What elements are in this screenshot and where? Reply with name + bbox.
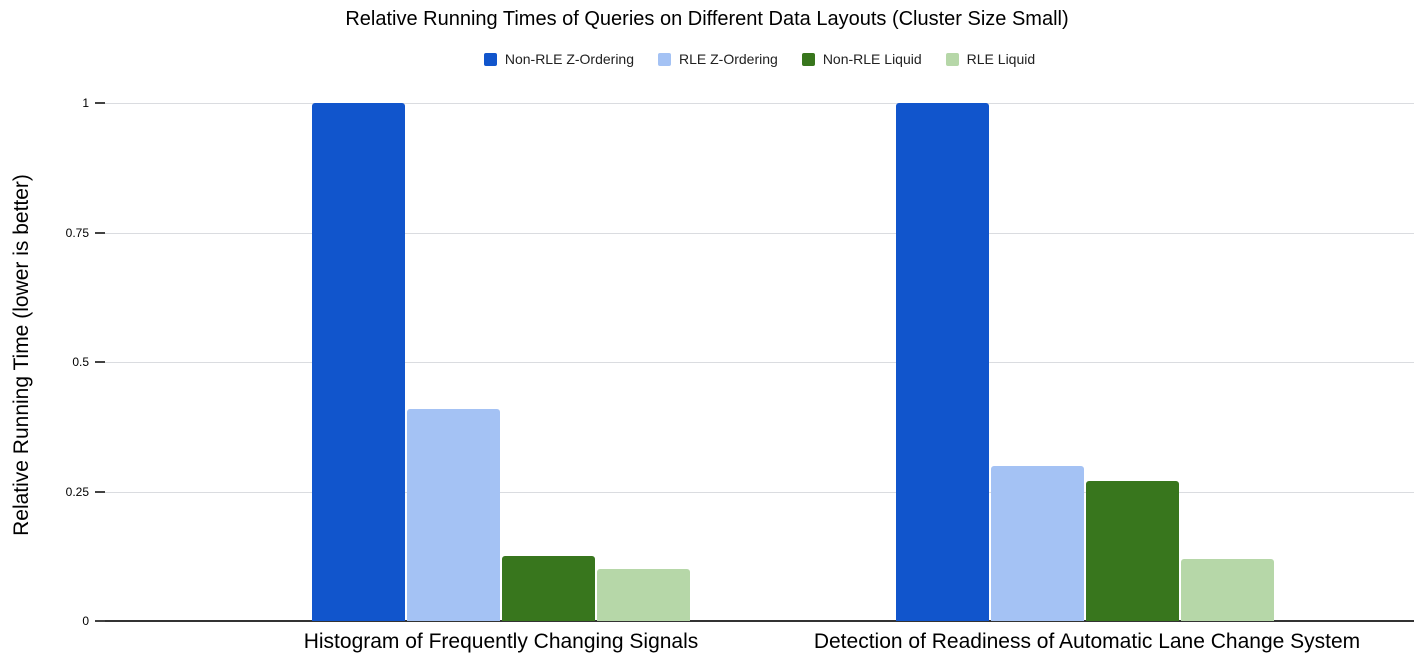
legend-label: RLE Liquid [966,51,1036,67]
y-axis-tick-label: 0 [82,614,89,628]
y-axis-tick-label: 0.25 [65,484,89,499]
legend-swatch-icon [658,52,671,66]
gridline [105,491,1414,493]
y-axis-tick [95,620,105,622]
x-axis-baseline [105,620,1414,622]
y-axis-tick [95,361,105,363]
legend-item-non-rle-z-ordering: Non-RLE Z-Ordering [483,51,634,67]
legend-label: RLE Z-Ordering [679,51,778,67]
chart-legend: Non-RLE Z-Ordering RLE Z-Ordering Non-RLE … [105,51,1414,67]
bar-rle-liquid [1181,558,1274,621]
y-axis-tick-label: 1 [82,96,89,110]
x-category-label: Detection of Readiness of Automatic Lane… [813,630,1361,653]
y-axis-tick [95,231,105,234]
y-axis-tick-label: 0.5 [72,355,89,369]
bar-rle-liquid [597,569,690,621]
legend-item-non-rle-liquid: Non-RLE Liquid [801,51,922,67]
legend-swatch-icon [483,52,497,66]
legend-item-rle-liquid: RLE Liquid [945,51,1036,67]
bar-rle-z-ordering [991,465,1084,621]
bar-non-rle-liquid [502,556,595,621]
x-category-label: Histogram of Frequently Changing Signals [303,630,699,653]
legend-label: Non-RLE Liquid [822,51,922,67]
gridline [105,232,1414,234]
y-axis-tick-label: 0.75 [65,225,89,240]
legend-swatch-icon [945,52,959,66]
legend-label: Non-RLE Z-Ordering [504,51,634,67]
legend-item-rle-z-ordering: RLE Z-Ordering [658,51,778,67]
legend-swatch-icon [801,52,815,66]
bar-non-rle-z-ordering [896,103,989,621]
y-axis-tick [95,490,105,493]
bar-rle-z-ordering [407,408,500,621]
gridline [105,362,1414,363]
gridline [105,103,1414,104]
y-axis-tick [95,102,105,104]
bar-non-rle-liquid [1086,481,1179,621]
bar-non-rle-z-ordering [312,103,405,621]
chart-title: Relative Running Times of Queries on Dif… [345,8,1069,30]
